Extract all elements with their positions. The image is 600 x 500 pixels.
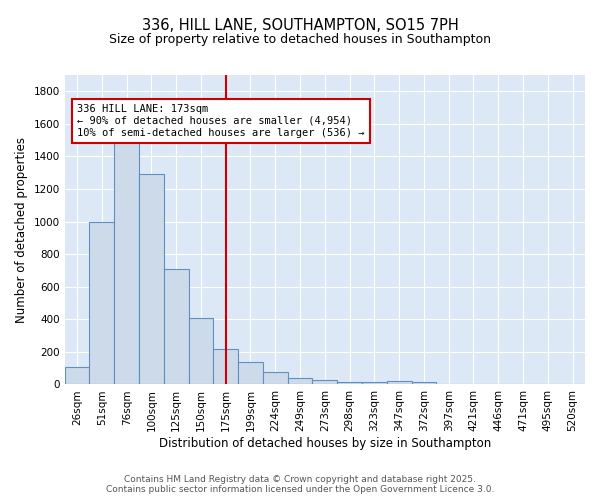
- X-axis label: Distribution of detached houses by size in Southampton: Distribution of detached houses by size …: [159, 437, 491, 450]
- Bar: [287, 378, 313, 384]
- Text: 336 HILL LANE: 173sqm
← 90% of detached houses are smaller (4,954)
10% of semi-d: 336 HILL LANE: 173sqm ← 90% of detached …: [77, 104, 365, 138]
- Text: Size of property relative to detached houses in Southampton: Size of property relative to detached ho…: [109, 32, 491, 46]
- Text: Contains public sector information licensed under the Open Government Licence 3.: Contains public sector information licen…: [106, 485, 494, 494]
- Y-axis label: Number of detached properties: Number of detached properties: [15, 136, 28, 322]
- Text: Contains HM Land Registry data © Crown copyright and database right 2025.: Contains HM Land Registry data © Crown c…: [124, 475, 476, 484]
- Bar: [238, 362, 263, 384]
- Bar: [65, 366, 89, 384]
- Bar: [263, 372, 287, 384]
- Bar: [362, 382, 387, 384]
- Bar: [188, 318, 214, 384]
- Bar: [412, 382, 436, 384]
- Bar: [387, 381, 412, 384]
- Bar: [139, 174, 164, 384]
- Bar: [164, 269, 188, 384]
- Bar: [214, 350, 238, 384]
- Bar: [337, 382, 362, 384]
- Bar: [89, 222, 114, 384]
- Bar: [313, 380, 337, 384]
- Bar: [114, 138, 139, 384]
- Text: 336, HILL LANE, SOUTHAMPTON, SO15 7PH: 336, HILL LANE, SOUTHAMPTON, SO15 7PH: [142, 18, 458, 32]
